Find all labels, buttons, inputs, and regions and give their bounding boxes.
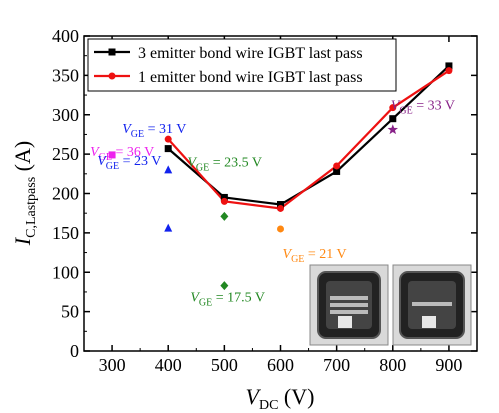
y-axis-title: IC,Lastpass (A) [10, 141, 39, 246]
x-tick-label: 400 [155, 355, 182, 375]
annotation-marker-5 [277, 225, 284, 233]
annotation-marker-3 [220, 211, 229, 221]
series-point-1 [445, 67, 453, 75]
series-point-1 [389, 104, 397, 112]
series-point-0 [164, 145, 172, 153]
annotation-label-1: VGE = 31 V [122, 122, 186, 140]
legend-box [87, 38, 397, 92]
annotation-marker-6 [387, 124, 399, 135]
series-point-0 [220, 193, 228, 201]
series-lines [167, 65, 450, 210]
y-tick-label: 150 [52, 223, 79, 243]
series-point-0 [277, 201, 284, 209]
annotation-marker-0 [108, 151, 116, 159]
x-tick-label: 800 [379, 355, 406, 375]
y-tick-label: 400 [52, 26, 79, 46]
annotation-marker-4 [220, 281, 229, 291]
y-tick-label: 250 [52, 144, 79, 164]
legend-marker-0 [108, 48, 116, 56]
annotation-marker-1 [164, 165, 173, 174]
series-markers [164, 62, 453, 212]
y-tick-label: 300 [52, 105, 79, 125]
series-point-1 [277, 204, 284, 212]
x-tick-label: 700 [323, 355, 350, 375]
y-tick-label: 50 [61, 302, 79, 322]
x-tick-label: 300 [99, 355, 126, 375]
series-point-0 [389, 115, 397, 123]
legend-marker-1 [108, 72, 116, 80]
annotation-label-5: VGE = 21 V [283, 247, 347, 265]
x-tick-label: 500 [211, 355, 238, 375]
x-tick-label: 900 [435, 355, 462, 375]
y-tick-label: 200 [52, 184, 79, 204]
inset-photo-3-wire [309, 264, 389, 346]
y-tick-label: 100 [52, 262, 79, 282]
annotation-label-2: VGE = 23 V [97, 154, 161, 172]
series-point-0 [333, 167, 341, 175]
annotations: VGE = 36 V VGE = 31 V VGE = 23 V VGE = 23.5… [90, 99, 455, 309]
annotation-marker-2 [164, 223, 173, 232]
series-point-0 [445, 62, 453, 70]
annotation-label-4: VGE = 17.5 V [190, 291, 265, 309]
annotation-label-3: VGE = 23.5 V [187, 155, 262, 173]
legend: 3 emitter bond wire IGBT last pass 1 emit… [87, 38, 397, 92]
series-point-1 [164, 135, 172, 143]
annotation-label-0: VGE = 36 V [90, 145, 154, 163]
y-tick-label: 0 [70, 341, 79, 361]
series-line-1 [167, 69, 450, 210]
legend-label-1: 1 emitter bond wire IGBT last pass [138, 69, 363, 86]
y-tick-label: 350 [52, 65, 79, 85]
x-tick-label: 600 [267, 355, 294, 375]
series-point-1 [220, 197, 228, 205]
inset-photo-1-wire [392, 264, 472, 346]
annotation-label-6: VGE = 33 V [391, 99, 455, 117]
y-tick-labels: 0 50 100 150 200 250 300 350 400 [52, 26, 79, 361]
series-point-1 [333, 162, 341, 170]
x-tick-labels: 300 400 500 600 700 800 900 [99, 355, 463, 375]
x-axis-title: VDC (V) [246, 384, 315, 413]
legend-label-0: 3 emitter bond wire IGBT last pass [138, 45, 363, 62]
